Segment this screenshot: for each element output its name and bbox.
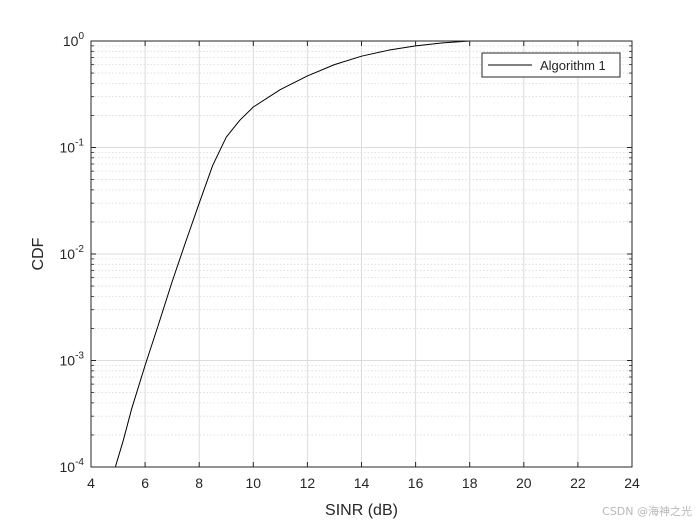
watermark: CSDN @海神之光 — [602, 505, 692, 518]
x-tick-label: 4 — [87, 475, 95, 491]
x-tick-label: 12 — [300, 475, 316, 491]
x-tick-label: 16 — [408, 475, 424, 491]
y-tick-label: 10-4 — [60, 457, 85, 475]
series-layer — [114, 40, 470, 468]
y-tick-label: 100 — [63, 31, 85, 49]
x-tick-label: 6 — [141, 475, 149, 491]
y-tick-label: 10-1 — [60, 138, 85, 156]
x-axis-label: SINR (dB) — [325, 502, 398, 519]
x-tick-label: 18 — [462, 475, 478, 491]
x-tick-label: 10 — [246, 475, 262, 491]
x-tick-label: 22 — [570, 475, 586, 491]
legend: Algorithm 1 — [481, 52, 621, 78]
x-tick-label: 14 — [354, 475, 370, 491]
ticks: 4 6 8 10 12 14 16 18 20 22 24 10-4 10-3 10-2 10-1 100 — [60, 31, 640, 491]
x-tick-label: 8 — [195, 475, 203, 491]
y-axis-label: CDF — [30, 237, 47, 270]
x-tick-label: 24 — [624, 475, 640, 491]
legend-label-algorithm-1: Algorithm 1 — [540, 58, 606, 73]
y-tick-label: 10-2 — [60, 244, 85, 262]
series-line-1 — [114, 40, 470, 468]
y-tick-label: 10-3 — [60, 351, 85, 369]
grid — [90, 40, 633, 468]
x-tick-label: 20 — [516, 475, 532, 491]
